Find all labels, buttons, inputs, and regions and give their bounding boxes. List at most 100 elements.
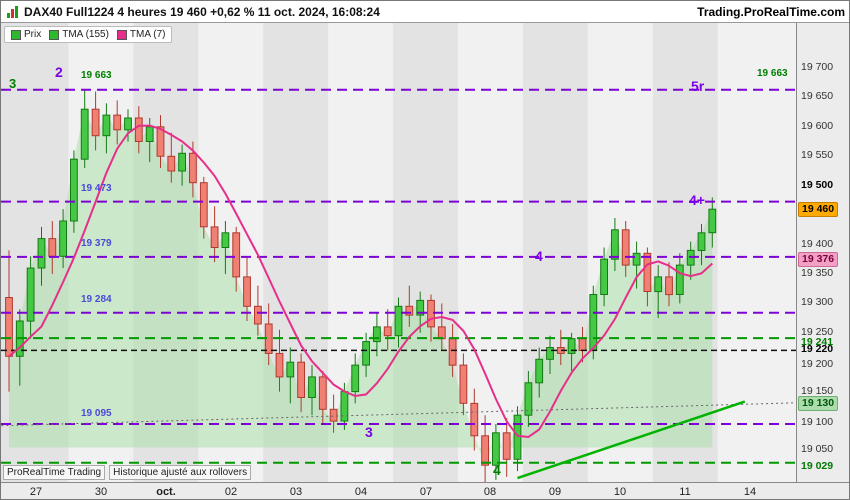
price-tick-label: 19 350 xyxy=(801,266,834,279)
price-tick-label: 19 150 xyxy=(801,384,834,397)
candle xyxy=(611,229,619,260)
candle xyxy=(459,364,468,404)
candle xyxy=(243,276,251,307)
price-tick-label: 19 130 xyxy=(798,396,839,412)
candle xyxy=(416,299,425,316)
candle xyxy=(232,232,241,278)
candle xyxy=(199,182,208,228)
legend-label: TMA (7) xyxy=(129,29,166,40)
time-tick-label: 09 xyxy=(548,486,562,498)
time-tick-label: 03 xyxy=(289,486,303,498)
candle xyxy=(91,108,100,137)
candle xyxy=(600,258,609,296)
legend-item-tma155[interactable]: TMA (155) xyxy=(49,29,109,40)
candle xyxy=(405,305,414,316)
candle xyxy=(470,402,479,437)
candle xyxy=(589,294,598,351)
candle xyxy=(297,361,306,399)
price-tick-label: 19 250 xyxy=(801,325,834,338)
price-tick-label: 19 600 xyxy=(801,119,834,132)
header-bar: DAX40 Full1224 4 heures 19 460 +0,62 % 1… xyxy=(1,1,849,23)
price-tick-label: 19 241 xyxy=(801,336,834,349)
candle xyxy=(167,155,176,172)
candle xyxy=(124,117,132,131)
time-tick-label: 10 xyxy=(613,486,627,498)
candle xyxy=(48,238,57,257)
candle xyxy=(535,358,544,384)
price-axis[interactable]: 19 700 19 650 19 600 19 550 19 500 19 460 19 4… xyxy=(796,1,849,482)
legend-item-tma7[interactable]: TMA (7) xyxy=(116,29,166,40)
candle xyxy=(524,382,533,416)
price-tick-label: 19 500 xyxy=(801,178,834,191)
time-tick-label: 27 xyxy=(29,486,43,498)
time-tick-label: 07 xyxy=(419,486,433,498)
time-tick-label: 02 xyxy=(224,486,238,498)
chart-canvas xyxy=(1,23,796,483)
footer-info: ProRealTime Trading Historique ajusté au… xyxy=(3,465,252,480)
tma7-swatch-icon xyxy=(116,29,127,40)
price-tick-label: 19 550 xyxy=(801,149,834,162)
time-axis[interactable]: 27 30 oct. 02 03 04 07 08 09 10 11 14 xyxy=(1,482,849,499)
time-tick-label: 04 xyxy=(354,486,368,498)
candle xyxy=(675,264,684,296)
price-tick-label: 19 300 xyxy=(801,296,834,309)
price-tick-label: 19 050 xyxy=(801,443,834,456)
candle xyxy=(546,347,554,360)
candle xyxy=(26,267,35,322)
candle xyxy=(156,126,165,157)
instrument-title: DAX40 Full1224 4 heures 19 460 +0,62 % 1… xyxy=(24,4,380,19)
price-chart xyxy=(1,1,796,483)
candle xyxy=(178,152,186,172)
candle xyxy=(578,338,587,352)
candle xyxy=(492,432,500,466)
candle xyxy=(70,158,78,222)
instrument-chart-icon xyxy=(7,5,18,18)
candle xyxy=(621,229,630,266)
candle xyxy=(275,352,284,378)
legend-label: TMA (155) xyxy=(62,29,109,40)
candle xyxy=(5,297,13,357)
candle xyxy=(254,305,262,325)
price-tick-label: 19 200 xyxy=(801,358,834,371)
candle xyxy=(643,252,652,293)
day-band xyxy=(458,23,523,482)
candle xyxy=(654,276,663,293)
brand-link[interactable]: Trading.ProRealTime.com xyxy=(697,4,845,19)
price-tick-label: 19 400 xyxy=(801,237,834,250)
prix-swatch-icon xyxy=(11,29,21,40)
time-tick-label: 11 xyxy=(679,486,691,498)
candle xyxy=(210,226,219,248)
tma7-line xyxy=(8,124,713,439)
candle xyxy=(340,391,349,422)
price-tick-label: 19 029 xyxy=(801,459,834,472)
time-tick-label: oct. xyxy=(156,486,176,498)
candle xyxy=(59,220,68,257)
platform-label: ProRealTime Trading xyxy=(3,465,106,480)
legend-item-prix[interactable]: Prix xyxy=(11,29,41,40)
candle xyxy=(708,208,717,234)
history-note: Historique ajusté aux rollovers xyxy=(109,465,252,480)
candle xyxy=(481,435,490,466)
candle xyxy=(437,326,446,340)
candle xyxy=(502,432,511,460)
candle xyxy=(632,252,641,266)
price-tick-label: 19 650 xyxy=(801,90,834,103)
candle xyxy=(373,326,381,343)
candle xyxy=(80,108,89,160)
price-tick-label: 19 100 xyxy=(801,416,834,429)
tma7-price-tag: 19 376 xyxy=(798,251,839,267)
price-tick-label: 19 220 xyxy=(801,343,834,356)
time-tick-label: 08 xyxy=(483,486,497,498)
time-tick-label: 30 xyxy=(94,486,108,498)
candle xyxy=(513,414,522,460)
day-band xyxy=(717,23,796,482)
candle xyxy=(102,114,111,137)
candle xyxy=(394,305,403,337)
candle xyxy=(665,276,673,296)
series-legend: Prix TMA (155) TMA (7) xyxy=(4,26,173,43)
candle xyxy=(308,376,316,398)
candle xyxy=(383,326,392,337)
candle xyxy=(37,238,46,269)
candle xyxy=(697,232,706,252)
